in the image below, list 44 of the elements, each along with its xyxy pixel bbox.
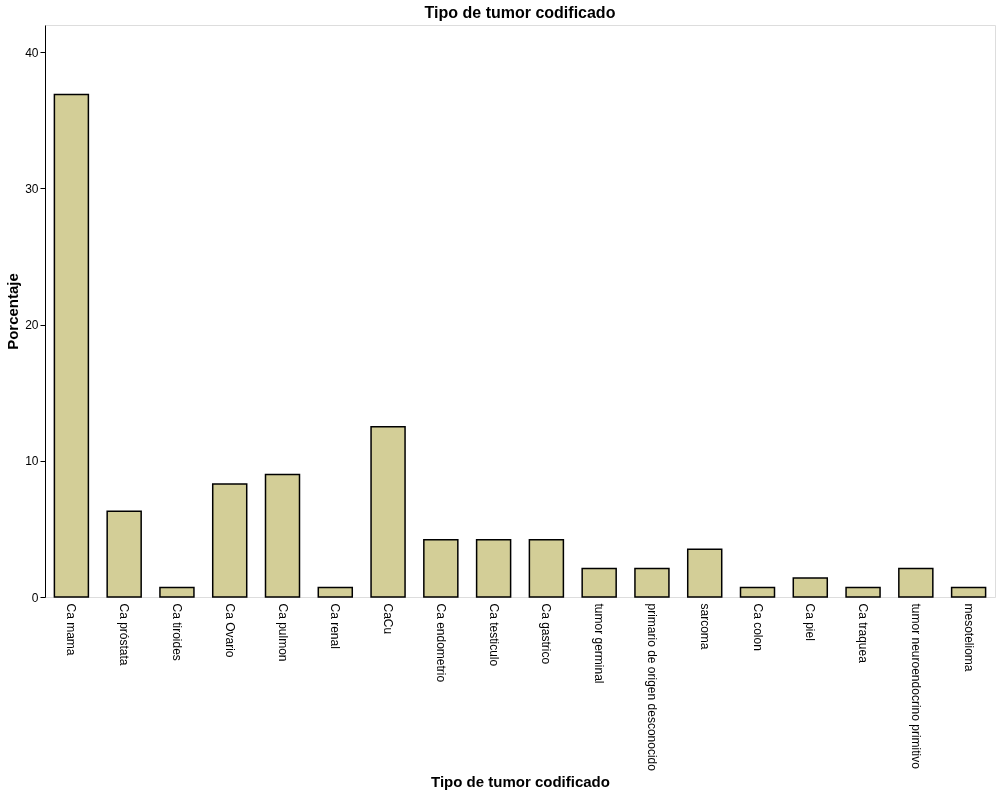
x-tick-label: tumor germinal	[592, 603, 607, 684]
x-tick-label: Ca pulmon	[275, 603, 290, 662]
x-tick-label: Ca mama	[64, 603, 79, 656]
bar	[686, 548, 723, 598]
bar	[211, 483, 248, 598]
bar	[370, 426, 406, 598]
x-tick-label: Ca traquea	[856, 603, 871, 664]
bar	[159, 586, 195, 598]
x-tick-label: Ca tiroides	[169, 603, 184, 661]
bar	[528, 539, 565, 598]
bar	[845, 586, 881, 598]
x-tick-label: Ca testiculo	[486, 603, 501, 667]
bar	[475, 539, 512, 598]
bar	[950, 586, 987, 598]
y-tick-label: 20	[25, 318, 39, 333]
x-tick-label: tumor neuroendocrino primitivo	[908, 603, 923, 770]
bar	[634, 567, 670, 598]
x-tick-label: Ca renal	[328, 603, 343, 649]
x-tick-label: primario de origen desconocido	[644, 603, 659, 772]
bar	[581, 567, 617, 598]
bar	[106, 510, 142, 598]
x-tick-label: Ca endometrio	[433, 603, 448, 683]
x-tick-label: Ca próstata	[117, 603, 132, 666]
x-tick-label: sarcoma	[697, 603, 712, 650]
bar	[792, 577, 829, 598]
x-tick-label: Ca colon	[750, 603, 765, 651]
y-tick-label: 40	[25, 45, 39, 60]
x-axis-title: Tipo de tumor codificado	[431, 772, 610, 790]
bar	[739, 586, 776, 598]
chart-title: Tipo de tumor codificado	[424, 4, 616, 21]
y-tick-label: 10	[25, 454, 39, 469]
bar	[423, 539, 459, 598]
x-tick-label: Ca piel	[803, 603, 818, 641]
bar	[898, 567, 934, 598]
y-axis-title: Porcentaje	[4, 273, 22, 350]
y-tick-label: 0	[31, 590, 39, 605]
bar	[317, 586, 354, 598]
bar	[264, 473, 301, 598]
x-tick-label: CaCu	[381, 603, 396, 635]
y-tick-label: 30	[25, 181, 39, 196]
bar	[53, 93, 90, 598]
x-tick-label: Ca gastrico	[539, 603, 554, 665]
x-tick-label: Ca Ovario	[222, 603, 237, 658]
x-tick-label: mesotelioma	[961, 603, 976, 672]
